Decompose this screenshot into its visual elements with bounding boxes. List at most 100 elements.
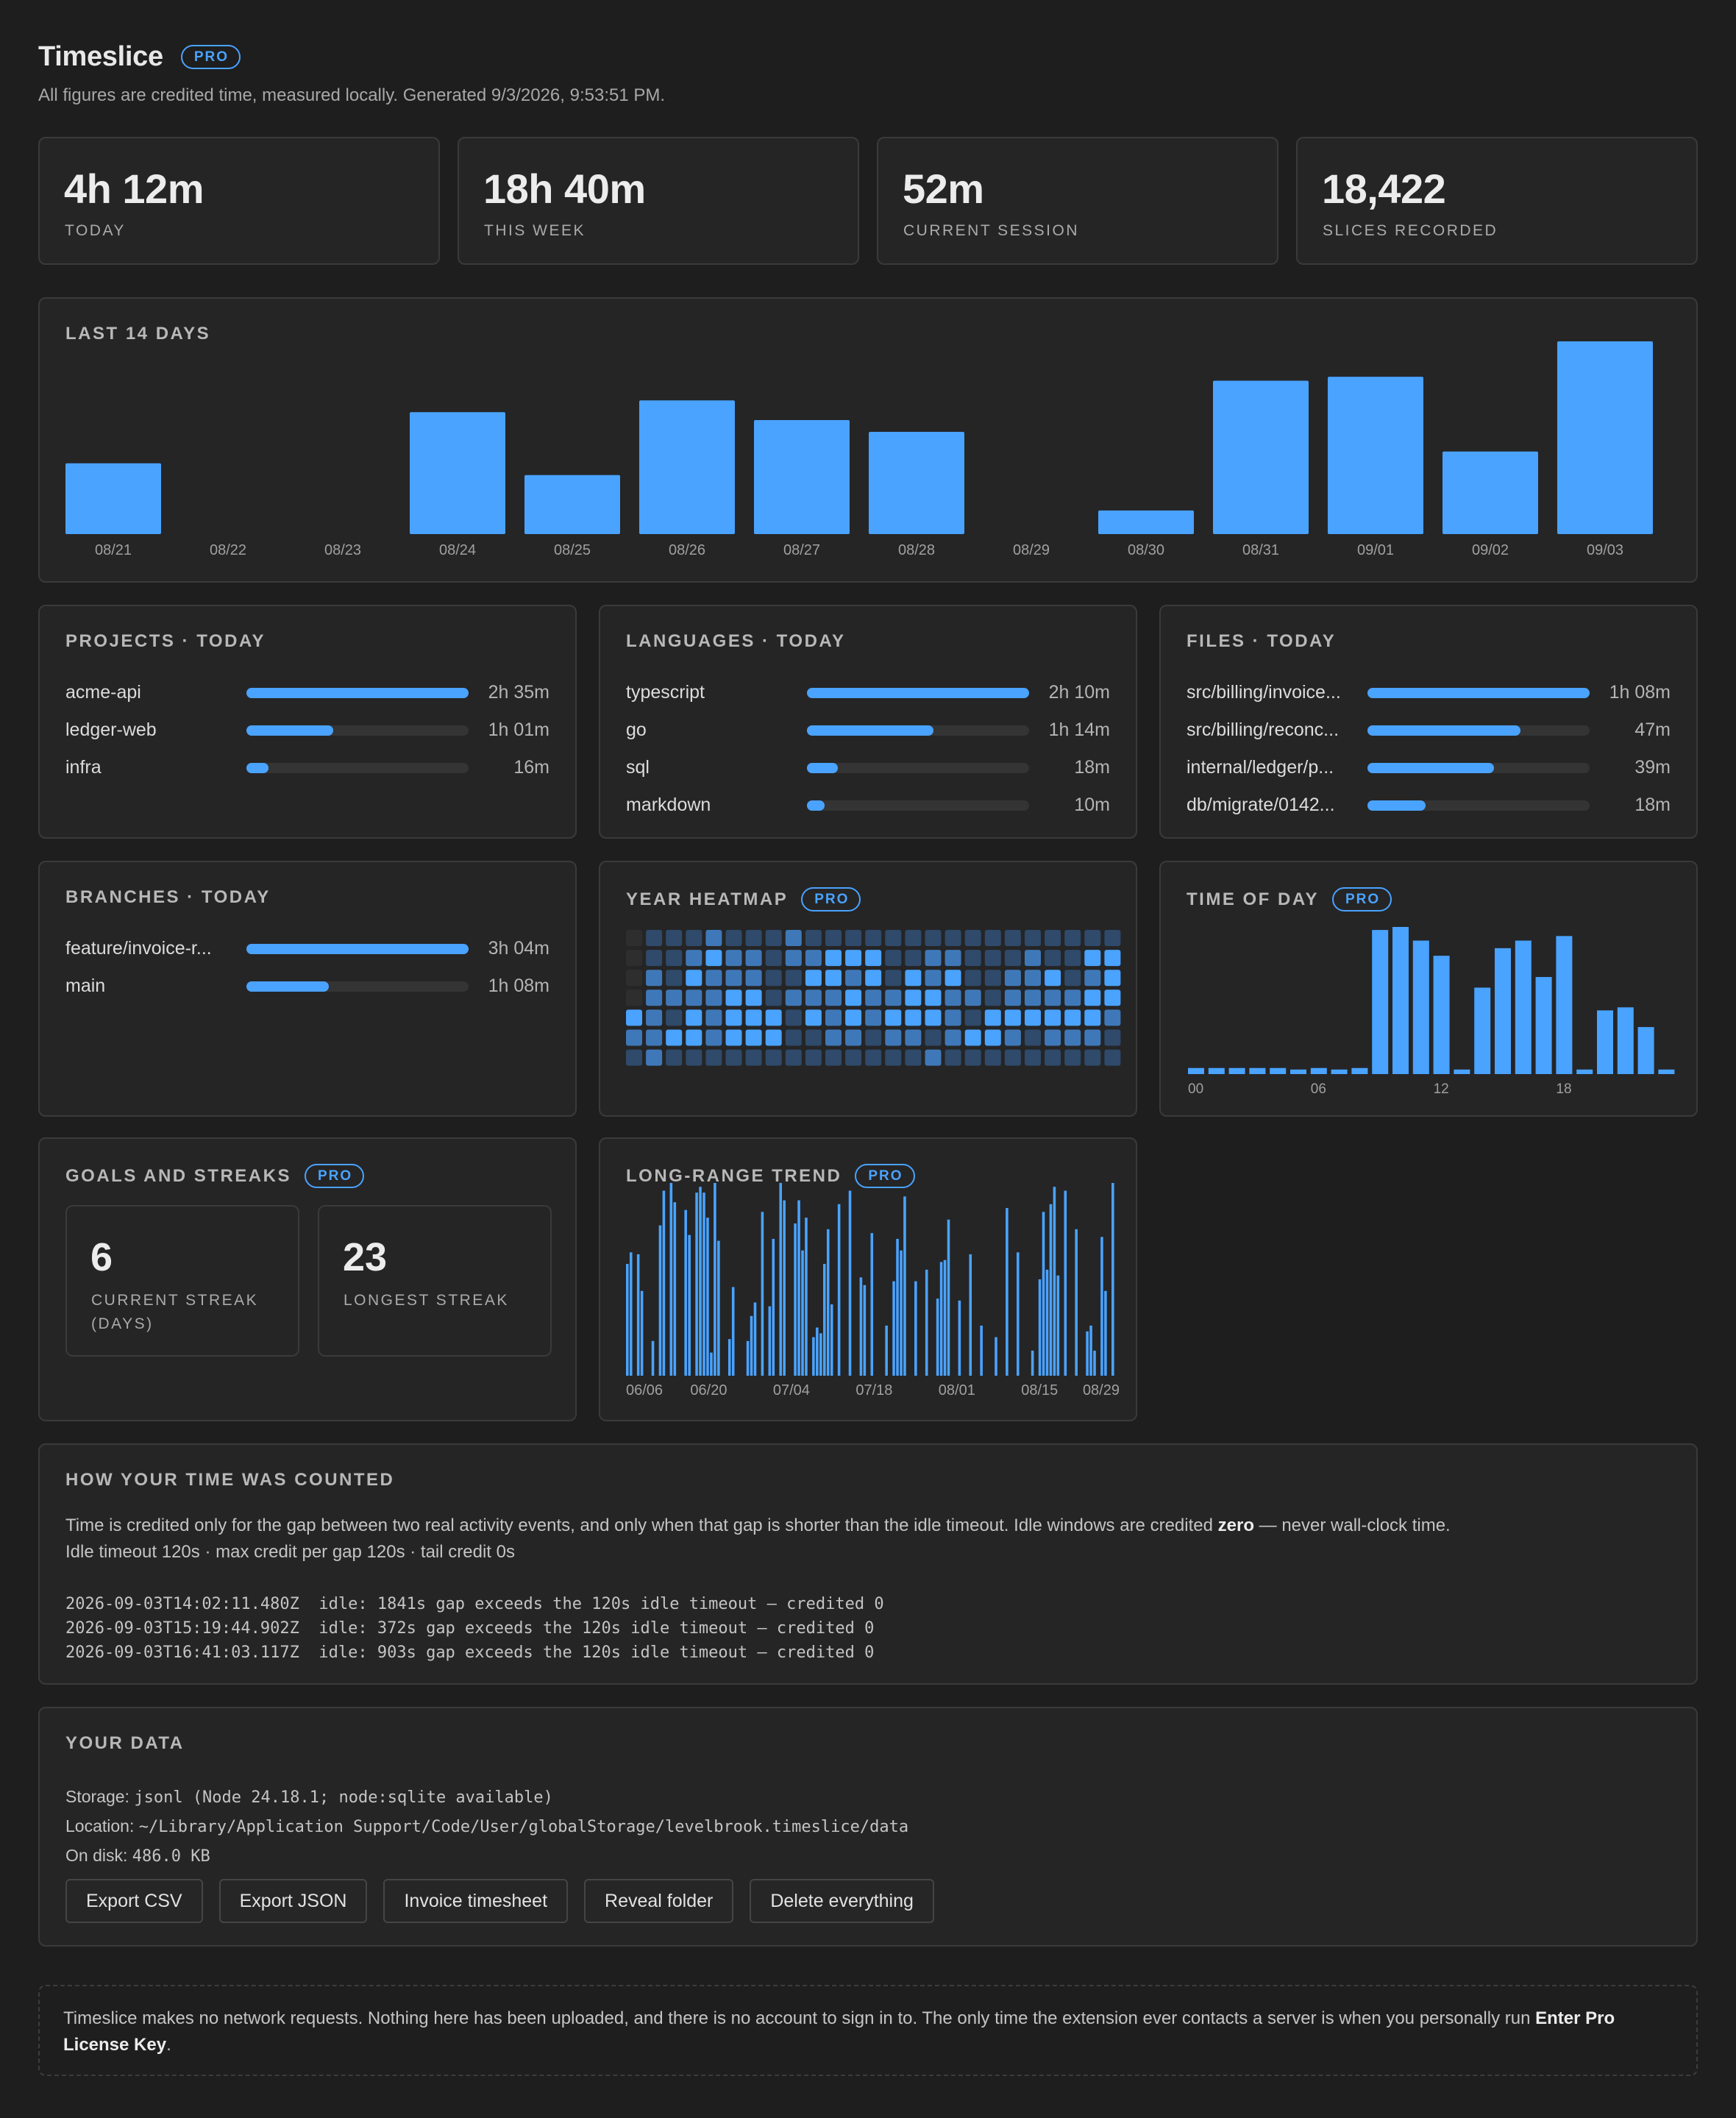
day-bar xyxy=(1213,380,1309,534)
hour-bar xyxy=(1576,1069,1593,1074)
heatmap-cell xyxy=(686,1029,702,1046)
hour-bar xyxy=(1412,940,1429,1074)
heatmap-cell xyxy=(885,950,902,967)
heatmap-cell xyxy=(705,950,722,967)
export-json-button[interactable]: Export JSON xyxy=(218,1879,368,1923)
trend-bar xyxy=(1017,1252,1020,1376)
trend-bar xyxy=(636,1254,640,1376)
trend-bar xyxy=(695,1193,698,1376)
hour-bar xyxy=(1331,1069,1348,1074)
heatmap-cell xyxy=(905,950,922,967)
trend-bar xyxy=(662,1190,666,1376)
heatmap-cell xyxy=(964,930,981,946)
storage-line: Storage: jsonl (Node 24.18.1; node:sqlit… xyxy=(65,1782,908,1811)
stat-card-week: 18h 40m THIS WEEK xyxy=(458,137,859,265)
trend-bar xyxy=(819,1333,822,1376)
export-csv-button[interactable]: Export CSV xyxy=(65,1879,203,1923)
heatmap-cell xyxy=(805,970,822,987)
heatmap-cell xyxy=(765,930,782,946)
trend-x-label: 08/29 xyxy=(1083,1382,1120,1399)
heatmap-cell xyxy=(885,1009,902,1026)
trend-bar xyxy=(714,1183,716,1376)
stat-label: SLICES RECORDED xyxy=(1323,222,1498,239)
heatmap-cell xyxy=(785,970,802,987)
heatmap-cell xyxy=(1104,970,1121,987)
heatmap-cell xyxy=(626,1009,642,1026)
heatmap-cell xyxy=(925,1009,942,1026)
row-name: db/migrate/0142... xyxy=(1187,795,1335,815)
heatmap-cell xyxy=(964,970,981,987)
heatmap-cell xyxy=(1004,950,1021,967)
trend-bar xyxy=(1104,1290,1107,1376)
reveal-folder-button[interactable]: Reveal folder xyxy=(584,1879,734,1923)
day-bar xyxy=(1557,341,1653,534)
row-name: feature/invoice-r... xyxy=(65,938,212,959)
card-title-text: BRANCHES · TODAY xyxy=(65,887,271,907)
current-streak-box: 6 CURRENT STREAK (DAYS) xyxy=(65,1205,299,1357)
heatmap-cell xyxy=(1025,930,1041,946)
languages-row: go 1h 14m xyxy=(626,711,1110,749)
hour-bar xyxy=(1658,1069,1675,1074)
hour-bar xyxy=(1454,1069,1470,1074)
trend-bar xyxy=(1075,1229,1078,1376)
trend-bar xyxy=(914,1281,917,1376)
card-title-text: PROJECTS · TODAY xyxy=(65,631,266,651)
heatmap-cell xyxy=(805,989,822,1006)
languages-row: typescript 2h 10m xyxy=(626,674,1110,711)
trend-bar xyxy=(626,1264,629,1376)
trend-bar xyxy=(783,1200,786,1376)
heatmap-cell xyxy=(905,989,922,1006)
card-title: GOALS AND STREAKS PRO xyxy=(65,1164,365,1188)
card-title: LANGUAGES · TODAY xyxy=(626,631,846,652)
card-title: LAST 14 DAYS xyxy=(65,324,210,344)
row-bar-track xyxy=(246,725,469,736)
invoice-timesheet-button[interactable]: Invoice timesheet xyxy=(383,1879,569,1923)
heatmap-cell xyxy=(964,1049,981,1066)
card-title: TIME OF DAY PRO xyxy=(1187,887,1392,911)
delete-everything-button[interactable]: Delete everything xyxy=(750,1879,934,1923)
branches-row: feature/invoice-r... 3h 04m xyxy=(65,930,549,967)
heatmap-cell xyxy=(825,950,842,967)
heatmap-cell xyxy=(686,989,702,1006)
trend-bar xyxy=(706,1218,709,1376)
page: Timeslice PRO All figures are credited t… xyxy=(38,37,1698,107)
row-bar-track xyxy=(246,687,469,698)
heatmap-cell xyxy=(646,970,663,987)
row-bar-fill xyxy=(1367,762,1495,773)
heatmap-cell xyxy=(845,930,862,946)
heatmap-cell xyxy=(885,930,902,946)
heatmap-cell xyxy=(686,950,702,967)
heatmap-cell xyxy=(925,930,942,946)
heatmap-cell xyxy=(1004,930,1021,946)
heatmap-cell xyxy=(765,1049,782,1066)
languages-row: markdown 10m xyxy=(626,786,1110,824)
long-range-trend-card: LONG-RANGE TREND PRO 06/06 06/20 07/04 07/1… xyxy=(599,1137,1137,1421)
heatmap-cell xyxy=(964,1009,981,1026)
hour-bar xyxy=(1474,987,1491,1074)
row-name: sql xyxy=(626,757,650,778)
heatmap-cell xyxy=(705,970,722,987)
day-label: 08/25 xyxy=(554,542,591,558)
storage-label: Storage: xyxy=(65,1787,135,1806)
location-line: Location: ~/Library/Application Support/… xyxy=(65,1811,908,1841)
row-bar-fill xyxy=(246,725,333,736)
heatmap-cell xyxy=(666,1009,683,1026)
heatmap-cell xyxy=(845,1029,862,1046)
day-label: 08/26 xyxy=(669,542,705,558)
heatmap-cell xyxy=(686,970,702,987)
projects-row: infra 16m xyxy=(65,749,549,786)
row-value: 39m xyxy=(1634,757,1671,778)
heatmap-cell xyxy=(805,1009,822,1026)
heatmap-cell xyxy=(666,950,683,967)
trend-bar xyxy=(779,1183,783,1376)
card-title: PROJECTS · TODAY xyxy=(65,631,266,652)
storage-value: jsonl (Node 24.18.1; node:sqlite availab… xyxy=(134,1788,553,1807)
day-bar xyxy=(524,475,620,534)
row-bar-fill xyxy=(246,943,469,954)
privacy-text-body: Timeslice makes no network requests. Not… xyxy=(63,2008,1536,2028)
row-bar-fill xyxy=(246,687,469,698)
trend-bar xyxy=(1086,1331,1089,1376)
data-details: Storage: jsonl (Node 24.18.1; node:sqlit… xyxy=(65,1782,908,1870)
row-bar-track xyxy=(246,981,469,992)
heatmap-cell xyxy=(1004,970,1021,987)
